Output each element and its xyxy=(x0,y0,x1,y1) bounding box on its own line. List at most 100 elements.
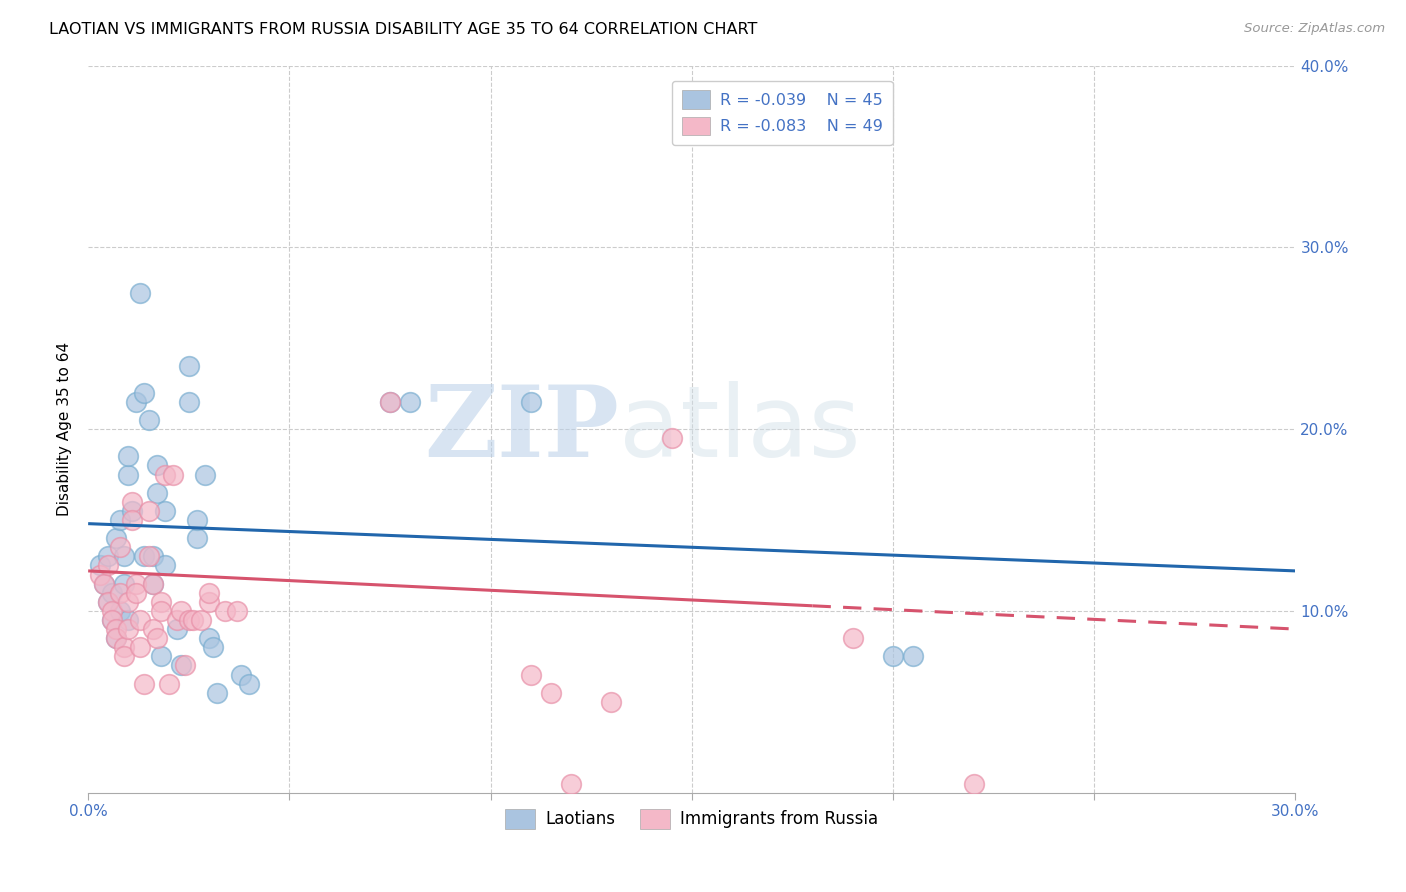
Point xyxy=(214,604,236,618)
Point xyxy=(378,395,401,409)
Point xyxy=(110,541,132,555)
Point xyxy=(97,558,120,573)
Text: Source: ZipAtlas.com: Source: ZipAtlas.com xyxy=(1244,22,1385,36)
Point xyxy=(117,450,139,464)
Point xyxy=(661,431,683,445)
Point xyxy=(93,576,115,591)
Point xyxy=(117,622,139,636)
Point xyxy=(194,467,217,482)
Point xyxy=(125,395,148,409)
Point xyxy=(141,576,163,591)
Point xyxy=(129,640,152,655)
Point xyxy=(125,585,148,599)
Point xyxy=(105,631,128,645)
Point xyxy=(560,776,582,790)
Point xyxy=(105,622,128,636)
Point xyxy=(205,686,228,700)
Point xyxy=(112,576,135,591)
Point xyxy=(112,649,135,664)
Point xyxy=(149,649,172,664)
Point xyxy=(110,604,132,618)
Point xyxy=(238,676,260,690)
Point xyxy=(145,485,167,500)
Point xyxy=(198,631,221,645)
Point xyxy=(149,595,172,609)
Point xyxy=(89,567,111,582)
Point xyxy=(97,595,120,609)
Point xyxy=(882,649,904,664)
Point xyxy=(93,576,115,591)
Point xyxy=(170,658,193,673)
Point xyxy=(520,667,543,681)
Point xyxy=(600,695,623,709)
Point xyxy=(186,531,208,545)
Point xyxy=(101,604,124,618)
Point xyxy=(201,640,224,655)
Point xyxy=(173,658,195,673)
Point xyxy=(110,513,132,527)
Point xyxy=(97,549,120,564)
Point xyxy=(117,595,139,609)
Point xyxy=(149,604,172,618)
Point xyxy=(121,495,143,509)
Point xyxy=(186,513,208,527)
Point xyxy=(138,504,160,518)
Point xyxy=(110,585,132,599)
Point xyxy=(190,613,212,627)
Point xyxy=(166,613,188,627)
Point xyxy=(181,613,204,627)
Point xyxy=(134,549,156,564)
Point xyxy=(198,595,221,609)
Point xyxy=(962,776,984,790)
Text: LAOTIAN VS IMMIGRANTS FROM RUSSIA DISABILITY AGE 35 TO 64 CORRELATION CHART: LAOTIAN VS IMMIGRANTS FROM RUSSIA DISABI… xyxy=(49,22,758,37)
Point xyxy=(157,676,180,690)
Y-axis label: Disability Age 35 to 64: Disability Age 35 to 64 xyxy=(58,342,72,516)
Point xyxy=(198,585,221,599)
Point xyxy=(117,467,139,482)
Point xyxy=(399,395,422,409)
Point xyxy=(177,395,200,409)
Point xyxy=(153,558,176,573)
Point xyxy=(134,676,156,690)
Point xyxy=(145,631,167,645)
Point xyxy=(901,649,924,664)
Point xyxy=(153,467,176,482)
Point xyxy=(134,385,156,400)
Point xyxy=(129,613,152,627)
Point xyxy=(170,604,193,618)
Point xyxy=(105,631,128,645)
Point xyxy=(101,613,124,627)
Point xyxy=(842,631,865,645)
Point xyxy=(117,613,139,627)
Point xyxy=(97,595,120,609)
Point xyxy=(177,613,200,627)
Legend: Laotians, Immigrants from Russia: Laotians, Immigrants from Russia xyxy=(499,803,884,835)
Point xyxy=(112,640,135,655)
Point xyxy=(177,359,200,373)
Point xyxy=(162,467,184,482)
Text: ZIP: ZIP xyxy=(425,381,620,477)
Point xyxy=(105,531,128,545)
Point xyxy=(89,558,111,573)
Point xyxy=(141,576,163,591)
Point xyxy=(138,549,160,564)
Point xyxy=(153,504,176,518)
Point xyxy=(125,576,148,591)
Point xyxy=(112,549,135,564)
Point xyxy=(101,613,124,627)
Point xyxy=(229,667,252,681)
Point xyxy=(121,504,143,518)
Point xyxy=(141,549,163,564)
Point xyxy=(540,686,562,700)
Point xyxy=(378,395,401,409)
Point xyxy=(141,622,163,636)
Point xyxy=(121,513,143,527)
Point xyxy=(138,413,160,427)
Point xyxy=(226,604,249,618)
Point xyxy=(166,622,188,636)
Text: atlas: atlas xyxy=(620,381,860,477)
Point xyxy=(101,585,124,599)
Point xyxy=(520,395,543,409)
Point xyxy=(145,458,167,473)
Point xyxy=(129,285,152,300)
